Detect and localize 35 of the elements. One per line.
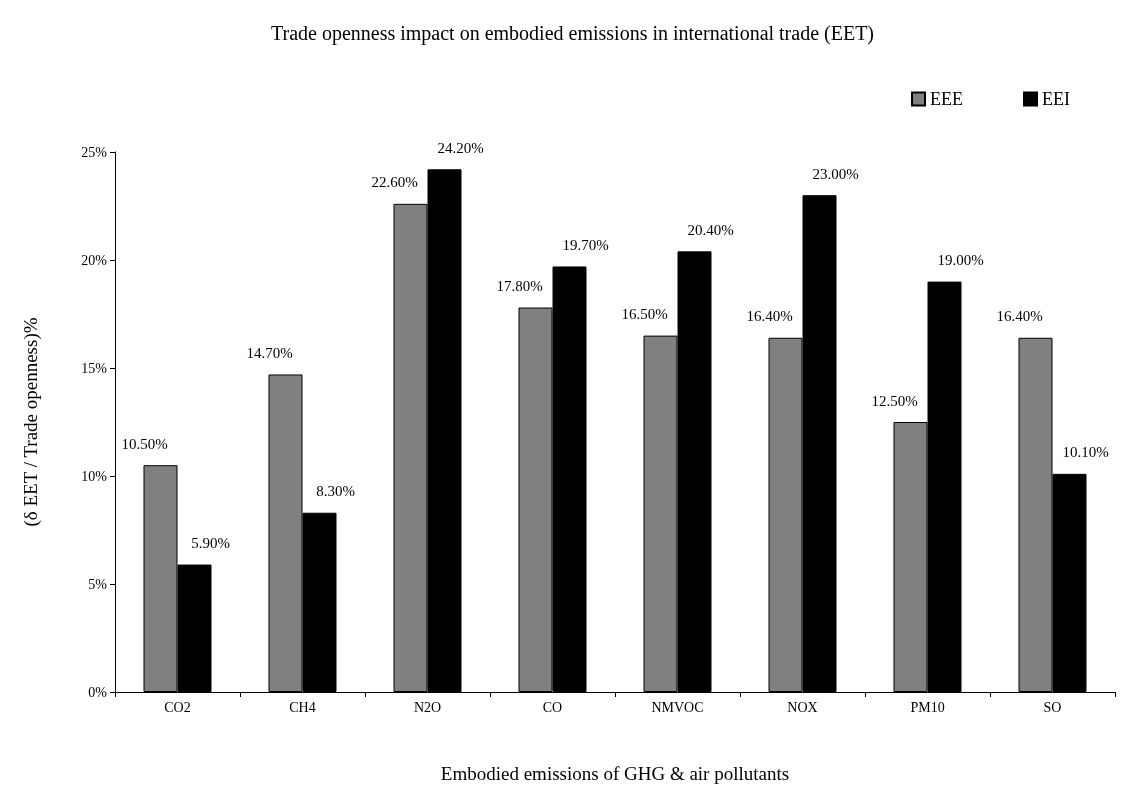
y-tick-label: 0% [88,684,108,700]
x-tick-label: N2O [413,699,442,715]
data-label: 5.90% [191,535,230,552]
y-tick-label: 5% [88,576,108,592]
data-label: 8.30% [316,483,355,500]
data-label: 23.00% [812,165,859,182]
chart-title: Trade openness impact on embodied emissions in international trade (EET) [270,22,875,45]
data-label: 12.50% [871,392,918,409]
x-tick-label: NOX [787,699,818,715]
data-label: 20.40% [687,221,734,238]
data-label: 16.50% [621,306,668,323]
data-label: 10.50% [121,435,168,452]
data-label: 16.40% [996,308,1043,325]
x-axis-title: Embodied emissions of GHG & air pollutants [440,763,790,784]
data-label: 10.10% [1062,444,1109,461]
x-tick-label: NMVOC [651,699,704,715]
data-label: 16.40% [746,308,793,325]
y-tick-label: 25% [81,144,108,160]
data-label: 19.00% [937,252,984,269]
data-label: 14.70% [246,344,293,361]
data-label: 19.70% [562,236,609,253]
x-tick-label: PM10 [910,699,945,715]
legend-label: EEE [930,89,964,109]
x-tick-label: CO [542,699,563,715]
data-label: 17.80% [496,278,543,295]
x-tick-label: CO2 [164,699,191,715]
y-tick-label: 15% [81,360,108,376]
data-label: 22.60% [371,174,418,191]
y-tick-label: 20% [81,252,108,268]
x-tick-label: SO [1043,699,1062,715]
legend-label: EEI [1042,89,1071,109]
y-axis-title: (δ EET / Trade openness)% [20,317,42,527]
y-tick-label: 10% [81,468,108,484]
x-tick-label: CH4 [289,699,316,715]
data-label: 24.20% [437,139,484,156]
